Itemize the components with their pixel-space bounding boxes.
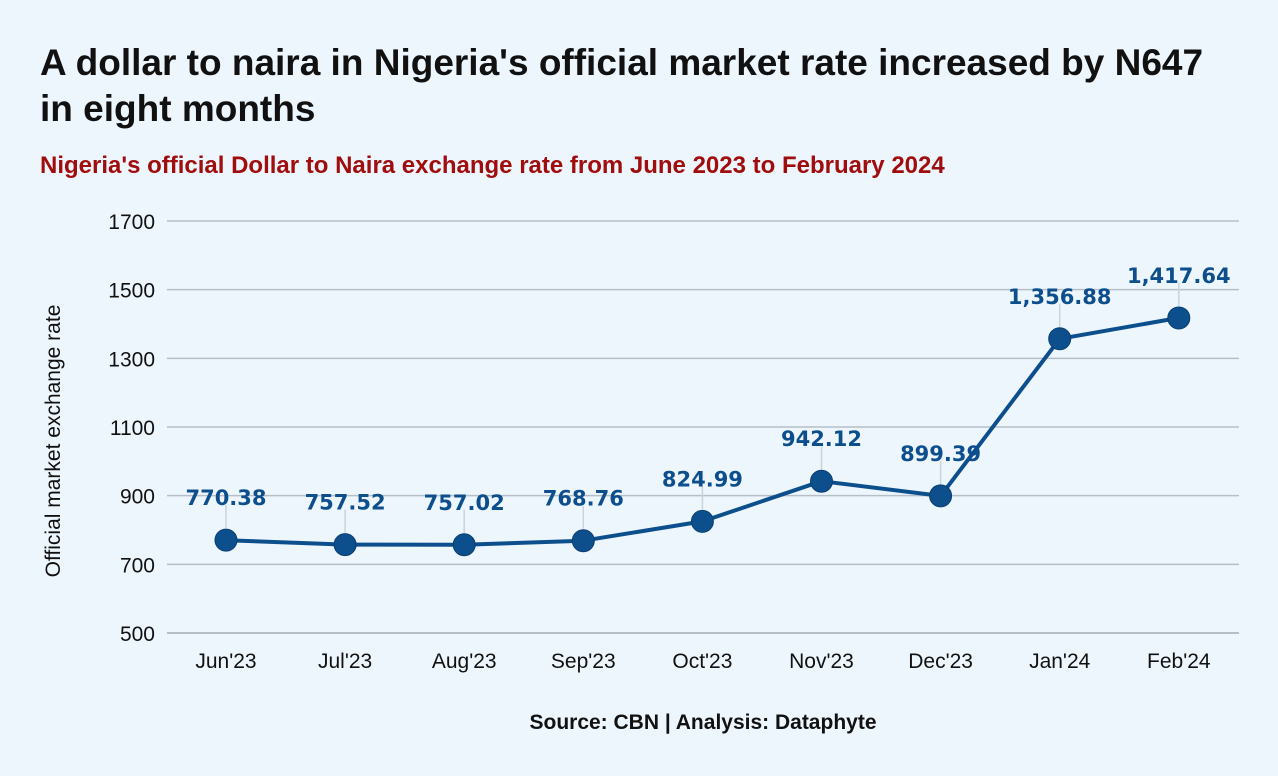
grid-lines bbox=[167, 220, 1239, 634]
y-tick-label: 900 bbox=[120, 486, 155, 509]
data-label: 1,417.64 bbox=[1127, 264, 1231, 288]
x-tick-label: Dec'23 bbox=[908, 650, 973, 673]
y-axis-label: Official market exchange rate bbox=[42, 305, 65, 578]
data-point bbox=[571, 529, 595, 553]
label-leaders bbox=[225, 282, 1180, 533]
x-tick-label: Jun'23 bbox=[195, 650, 256, 673]
data-point bbox=[1048, 327, 1072, 351]
data-points bbox=[214, 306, 1191, 557]
y-tick-label: 700 bbox=[120, 554, 155, 577]
y-tick-label: 500 bbox=[120, 623, 155, 646]
y-tick-label: 1500 bbox=[108, 280, 155, 303]
y-axis-ticks: 500 700 900 1100 1300 1500 1700 bbox=[108, 211, 155, 646]
x-tick-label: Oct'23 bbox=[672, 650, 732, 673]
y-tick-label: 1300 bbox=[108, 348, 155, 371]
data-point bbox=[929, 484, 953, 508]
data-point bbox=[214, 528, 238, 552]
x-axis-ticks: Jun'23 Jul'23 Aug'23 Sep'23 Oct'23 Nov'23 Dec'… bbox=[195, 650, 1211, 673]
data-point bbox=[333, 533, 357, 557]
chart-title: A dollar to naira in Nigeria's official … bbox=[40, 42, 1204, 129]
x-tick-label: Sep'23 bbox=[551, 650, 616, 673]
data-point bbox=[690, 509, 714, 533]
data-label: 899.39 bbox=[900, 442, 981, 466]
y-tick-label: 1700 bbox=[108, 211, 155, 234]
x-tick-label: Nov'23 bbox=[789, 650, 854, 673]
data-labels: 770.38 757.52 757.02 768.76 824.99 942.12 899.… bbox=[185, 264, 1230, 515]
x-tick-label: Aug'23 bbox=[432, 650, 497, 673]
data-label: 768.76 bbox=[543, 487, 624, 511]
data-label: 757.52 bbox=[305, 491, 386, 515]
data-label: 942.12 bbox=[781, 427, 862, 451]
chart-subtitle: Nigeria's official Dollar to Naira excha… bbox=[40, 152, 945, 179]
source-note: Source: CBN | Analysis: Dataphyte bbox=[529, 711, 877, 734]
x-tick-label: Feb'24 bbox=[1147, 650, 1211, 673]
x-tick-label: Jan'24 bbox=[1029, 650, 1091, 673]
y-tick-label: 1100 bbox=[110, 417, 155, 440]
data-point bbox=[810, 469, 833, 493]
x-tick-label: Jul'23 bbox=[318, 650, 372, 673]
data-label: 824.99 bbox=[662, 467, 743, 491]
data-label: 770.38 bbox=[185, 486, 266, 510]
data-point bbox=[1167, 306, 1191, 330]
data-label: 757.02 bbox=[424, 491, 505, 515]
data-point bbox=[452, 533, 476, 557]
data-label: 1,356.88 bbox=[1008, 285, 1112, 309]
